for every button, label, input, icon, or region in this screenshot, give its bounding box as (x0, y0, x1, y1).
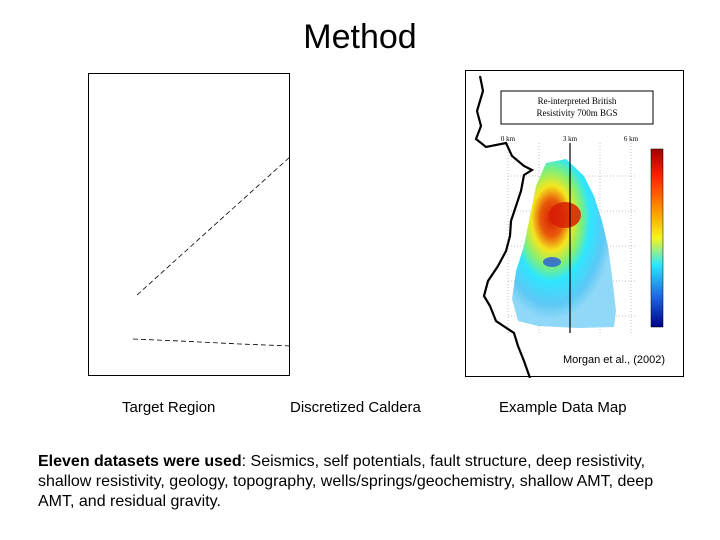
datasets-list: Seismics, self potentials, fault structu… (38, 453, 654, 510)
scale-label-2: 6 km (624, 135, 639, 143)
resistivity-high-core (549, 202, 581, 228)
caption-example-data-map: Example Data Map (499, 399, 627, 416)
caption-discretized-caldera: Discretized Caldera (290, 399, 421, 416)
map-citation: Morgan et al., (2002) (563, 354, 665, 366)
resistivity-anomaly (512, 159, 616, 328)
caldera-horizontal-dash (132, 338, 292, 347)
target-region-panel (88, 73, 290, 376)
map-title-box (500, 90, 654, 125)
slide-title: Method (303, 18, 417, 56)
scale-label-0: 0 km (501, 135, 516, 143)
map-title-line2: Resistivity 700m BGS (536, 108, 617, 118)
scale-label-1: 3 km (563, 135, 578, 143)
example-data-map-panel: Re-interpreted British Resistivity 700m … (465, 70, 684, 379)
caldera-diagonal-dash (136, 155, 292, 296)
datasets-colon: : (241, 453, 247, 470)
colorbar (650, 148, 664, 328)
datasets-lead: Eleven datasets were used (38, 453, 242, 470)
coastline (474, 75, 535, 379)
map-title-line1: Re-interpreted British (538, 96, 617, 106)
datasets-description: Eleven datasets were used: Seismics, sel… (38, 452, 688, 512)
caption-target-region: Target Region (122, 399, 216, 416)
resistivity-low-spot (543, 257, 561, 267)
resistivity-map: Re-interpreted British Resistivity 700m … (474, 75, 665, 379)
